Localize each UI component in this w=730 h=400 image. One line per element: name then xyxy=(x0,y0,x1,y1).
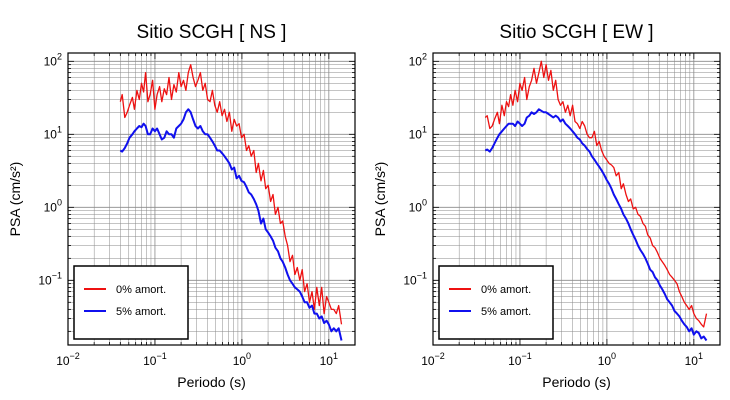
y-tick-label-base: 10 xyxy=(44,54,58,68)
y-tick-label-exponent: 2 xyxy=(422,51,427,61)
series-line-red xyxy=(119,64,343,325)
y-tick-label-exponent: 0 xyxy=(57,197,62,207)
x-tick-label: 10−2 xyxy=(56,351,80,368)
x-tick-label-exponent: −1 xyxy=(156,351,166,361)
legend-label: 5% amort. xyxy=(116,306,166,318)
y-tick-label: 101 xyxy=(44,124,62,141)
x-tick-label: 101 xyxy=(320,351,338,368)
x-tick-label-base: 10 xyxy=(56,354,70,368)
y-tick-label: 101 xyxy=(409,124,427,141)
y-tick-label: 100 xyxy=(44,197,62,214)
y-tick-label-exponent: 2 xyxy=(57,51,62,61)
y-tick-label-exponent: 0 xyxy=(422,197,427,207)
y-tick-label-base: 10 xyxy=(409,127,423,141)
x-tick-label-base: 10 xyxy=(508,354,522,368)
x-tick-label-base: 10 xyxy=(143,354,157,368)
y-tick-label-base: 10 xyxy=(409,200,423,214)
x-tick-label-base: 10 xyxy=(320,354,334,368)
x-axis-label: Periodo (s) xyxy=(542,374,610,390)
x-tick-label: 101 xyxy=(685,351,703,368)
x-tick-label-exponent: 0 xyxy=(246,351,251,361)
series-line-blue xyxy=(484,108,708,342)
y-tick-label: 102 xyxy=(409,51,427,68)
x-tick-label: 10−1 xyxy=(143,351,167,368)
x-tick-label-exponent: −2 xyxy=(435,351,445,361)
x-tick-label-base: 10 xyxy=(421,354,435,368)
plot-frame xyxy=(432,52,721,346)
series-line-blue xyxy=(119,108,343,341)
y-tick-label-base: 10 xyxy=(44,200,58,214)
x-tick-label: 10−1 xyxy=(508,351,532,368)
y-tick-label-exponent: −1 xyxy=(417,270,427,280)
legend-box xyxy=(73,265,189,340)
y-tick-label-base: 10 xyxy=(44,127,58,141)
legend-box xyxy=(438,265,554,340)
series-line-red xyxy=(484,60,708,328)
x-tick-label: 100 xyxy=(233,351,251,368)
y-tick-label: 100 xyxy=(409,197,427,214)
y-tick-label-base: 10 xyxy=(409,54,423,68)
x-tick-label: 10−2 xyxy=(421,351,445,368)
x-tick-label-exponent: 1 xyxy=(698,351,703,361)
y-tick-label: 10−1 xyxy=(403,270,427,287)
y-axis-label: PSA (cm/s²) xyxy=(7,162,23,237)
x-tick-label-exponent: −1 xyxy=(521,351,531,361)
x-tick-label-exponent: 0 xyxy=(611,351,616,361)
chart-title: Sitio SCGH [ EW ] xyxy=(499,22,653,43)
legend-label: 0% amort. xyxy=(481,284,531,296)
x-tick-label-exponent: −2 xyxy=(70,351,80,361)
x-tick-label-base: 10 xyxy=(598,354,612,368)
y-tick-label-exponent: −1 xyxy=(52,270,62,280)
x-tick-label-base: 10 xyxy=(233,354,247,368)
x-tick-label-base: 10 xyxy=(685,354,699,368)
legend-label: 0% amort. xyxy=(116,284,166,296)
chart-title: Sitio SCGH [ NS ] xyxy=(137,22,287,43)
plot-frame xyxy=(67,52,356,346)
y-tick-label-base: 10 xyxy=(38,273,52,287)
y-axis-label: PSA (cm/s²) xyxy=(372,162,388,237)
x-tick-label: 100 xyxy=(598,351,616,368)
legend-label: 5% amort. xyxy=(481,306,531,318)
x-axis-label: Periodo (s) xyxy=(177,374,245,390)
legend: 0% amort. 5% amort. xyxy=(438,265,554,340)
y-tick-label-base: 10 xyxy=(403,273,417,287)
y-tick-label: 102 xyxy=(44,51,62,68)
y-tick-label-exponent: 1 xyxy=(422,124,427,134)
y-tick-label: 10−1 xyxy=(38,270,62,287)
legend: 0% amort. 5% amort. xyxy=(73,265,189,340)
x-tick-label-exponent: 1 xyxy=(333,351,338,361)
y-tick-label-exponent: 1 xyxy=(57,124,62,134)
